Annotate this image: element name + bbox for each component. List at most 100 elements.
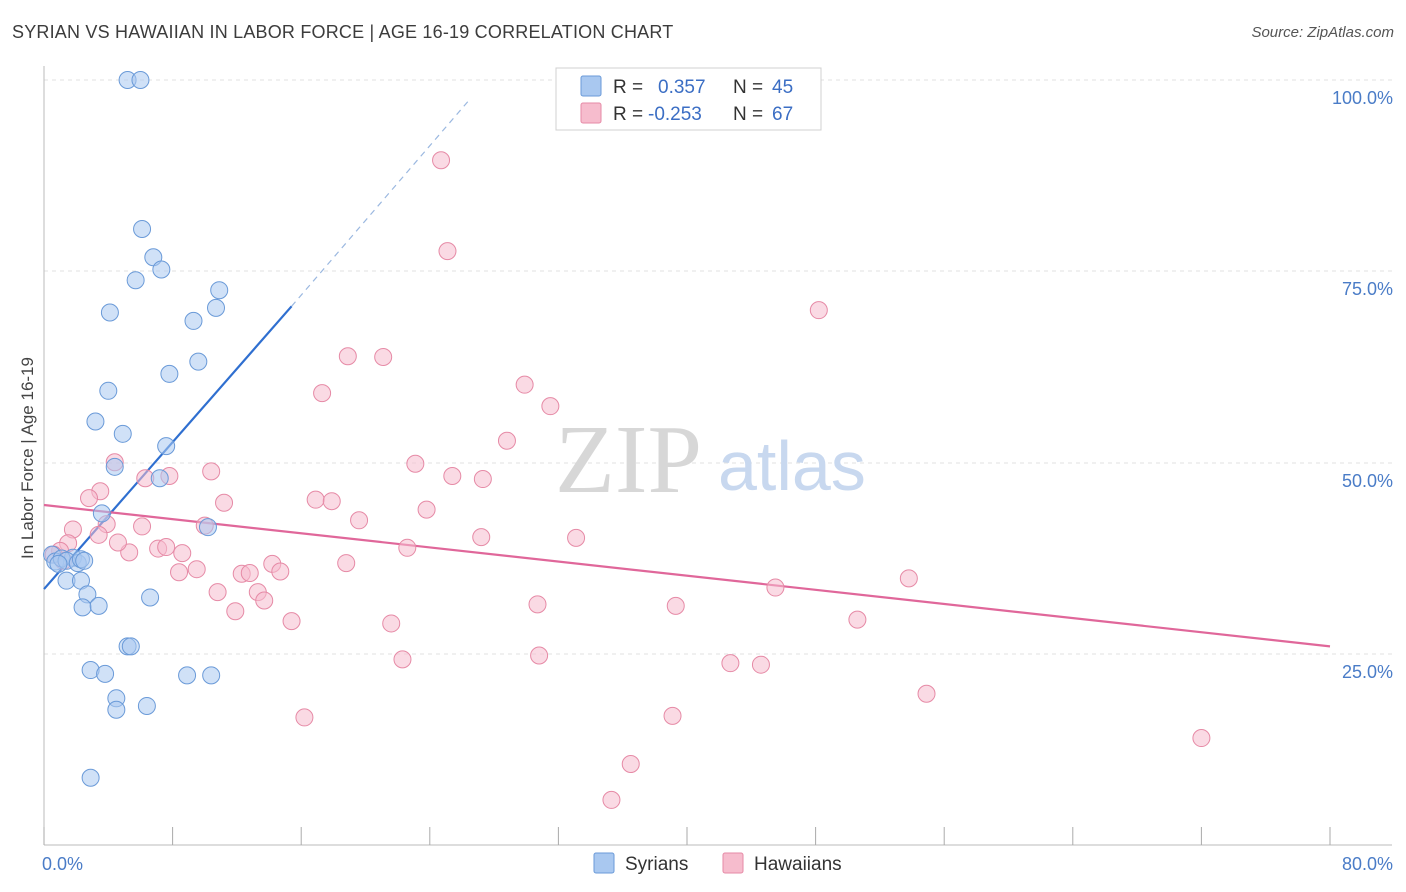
hawaiian-point [338, 347, 357, 366]
hawaiian-point [473, 470, 492, 489]
hawaiian-point [766, 578, 785, 597]
hawaiians-legend-label: Hawaiians [754, 854, 842, 875]
syrian-point [189, 352, 208, 371]
tick-labels: 100.0% 75.0% 50.0% 25.0% 0.0% 80.0% [42, 88, 1393, 874]
syrian-point [89, 596, 108, 615]
hawaiian-point [313, 384, 332, 403]
x-tick-label: 0.0% [42, 854, 83, 874]
hawaiian-point [295, 708, 314, 727]
hawaiian-point [202, 462, 221, 481]
syrian-point [81, 768, 100, 787]
syrian-r-label: R = [613, 77, 643, 98]
hawaiian-r-value: -0.253 [648, 104, 702, 125]
syrian-point [210, 281, 229, 300]
chart-title: SYRIAN VS HAWAIIAN IN LABOR FORCE | AGE … [12, 22, 674, 42]
hawaiian-point [282, 612, 301, 631]
syrian-point [113, 424, 132, 443]
hawaiian-r-label: R = [613, 104, 643, 125]
syrian-point [157, 437, 176, 456]
hawaiian-point [108, 533, 127, 552]
hawaiian-trend-line [43, 503, 1331, 648]
hawaiian-point [602, 790, 621, 809]
hawaiian-point [120, 543, 139, 562]
hawaiian-point [917, 684, 936, 703]
hawaiian-point [809, 301, 828, 320]
syrian-point [137, 696, 156, 715]
y-tick-label: 50.0% [1342, 471, 1393, 491]
syrian-point [202, 666, 221, 685]
syrian-point [141, 588, 160, 607]
hawaiian-point [306, 490, 325, 509]
syrian-point [73, 598, 92, 617]
watermark-zip: ZIP [555, 406, 702, 514]
hawaiian-n-value: 67 [772, 104, 793, 125]
syrian-point [126, 271, 145, 290]
hawaiian-point [322, 492, 341, 511]
correlation-legend: R = 0.357 N = 45 R = -0.253 N = 67 [555, 67, 822, 131]
hawaiian-point [382, 614, 401, 633]
hawaiian-point [215, 493, 234, 512]
hawaiian-point [226, 602, 245, 621]
hawaiian-point [89, 525, 108, 544]
y-tick-label: 25.0% [1342, 662, 1393, 682]
hawaiian-n-label: N = [733, 104, 763, 125]
y-axis-label: In Labor Force | Age 16-19 [18, 357, 37, 559]
syrians-legend-label: Syrians [625, 854, 688, 875]
hawaiian-point [530, 646, 549, 665]
syrian-point [184, 311, 203, 330]
hawaiian-point [374, 348, 393, 367]
hawaiian-point [133, 517, 152, 536]
hawaiian-point [528, 595, 547, 614]
syrian-point [178, 666, 197, 685]
hawaiian-point [848, 610, 867, 629]
hawaiian-point [406, 454, 425, 473]
watermark-atlas: atlas [718, 427, 866, 505]
y-tick-label: 75.0% [1342, 279, 1393, 299]
syrian-trend-extension [291, 98, 471, 307]
syrian-point [99, 381, 118, 400]
hawaiian-point [271, 562, 290, 581]
syrians-swatch [593, 852, 615, 874]
hawaiian-legend-swatch [580, 102, 602, 124]
syrian-point [86, 412, 105, 431]
hawaiian-point [443, 466, 462, 485]
syrian-point [92, 504, 111, 523]
hawaiian-point [337, 554, 356, 573]
hawaiian-point [80, 489, 99, 508]
hawaiian-point [187, 560, 206, 579]
hawaiian-point [541, 397, 560, 416]
hawaiians-swatch [722, 852, 744, 874]
y-tick-label: 100.0% [1332, 88, 1393, 108]
syrian-point [207, 298, 226, 317]
hawaiian-point [899, 569, 918, 588]
hawaiian-point [751, 655, 770, 674]
hawaiian-point [240, 564, 259, 583]
syrian-point [96, 664, 115, 683]
hawaiian-point [438, 242, 457, 261]
hawaiian-point [398, 538, 417, 557]
hawaiian-point [515, 375, 534, 394]
hawaiian-point [393, 650, 412, 669]
axes [43, 66, 1392, 846]
hawaiian-point [663, 706, 682, 725]
syrian-r-value: 0.357 [658, 77, 706, 98]
hawaiian-point [255, 591, 274, 610]
hawaiian-point [417, 500, 436, 519]
hawaiian-point [208, 583, 227, 602]
syrian-point [131, 71, 150, 89]
hawaiian-point [350, 511, 369, 530]
syrian-point [160, 364, 179, 383]
syrian-n-value: 45 [772, 77, 793, 98]
series-legend: Syrians Hawaiians [593, 852, 842, 875]
syrian-point [152, 260, 171, 279]
x-tick-label: 80.0% [1342, 854, 1393, 874]
watermark: ZIP atlas [555, 406, 866, 514]
hawaiian-point [721, 654, 740, 673]
syrian-points [43, 71, 229, 787]
hawaiian-point [567, 528, 586, 547]
hawaiian-point [173, 544, 192, 563]
hawaiian-point [1192, 729, 1211, 748]
hawaiian-point [497, 431, 516, 450]
syrian-point [107, 700, 126, 719]
